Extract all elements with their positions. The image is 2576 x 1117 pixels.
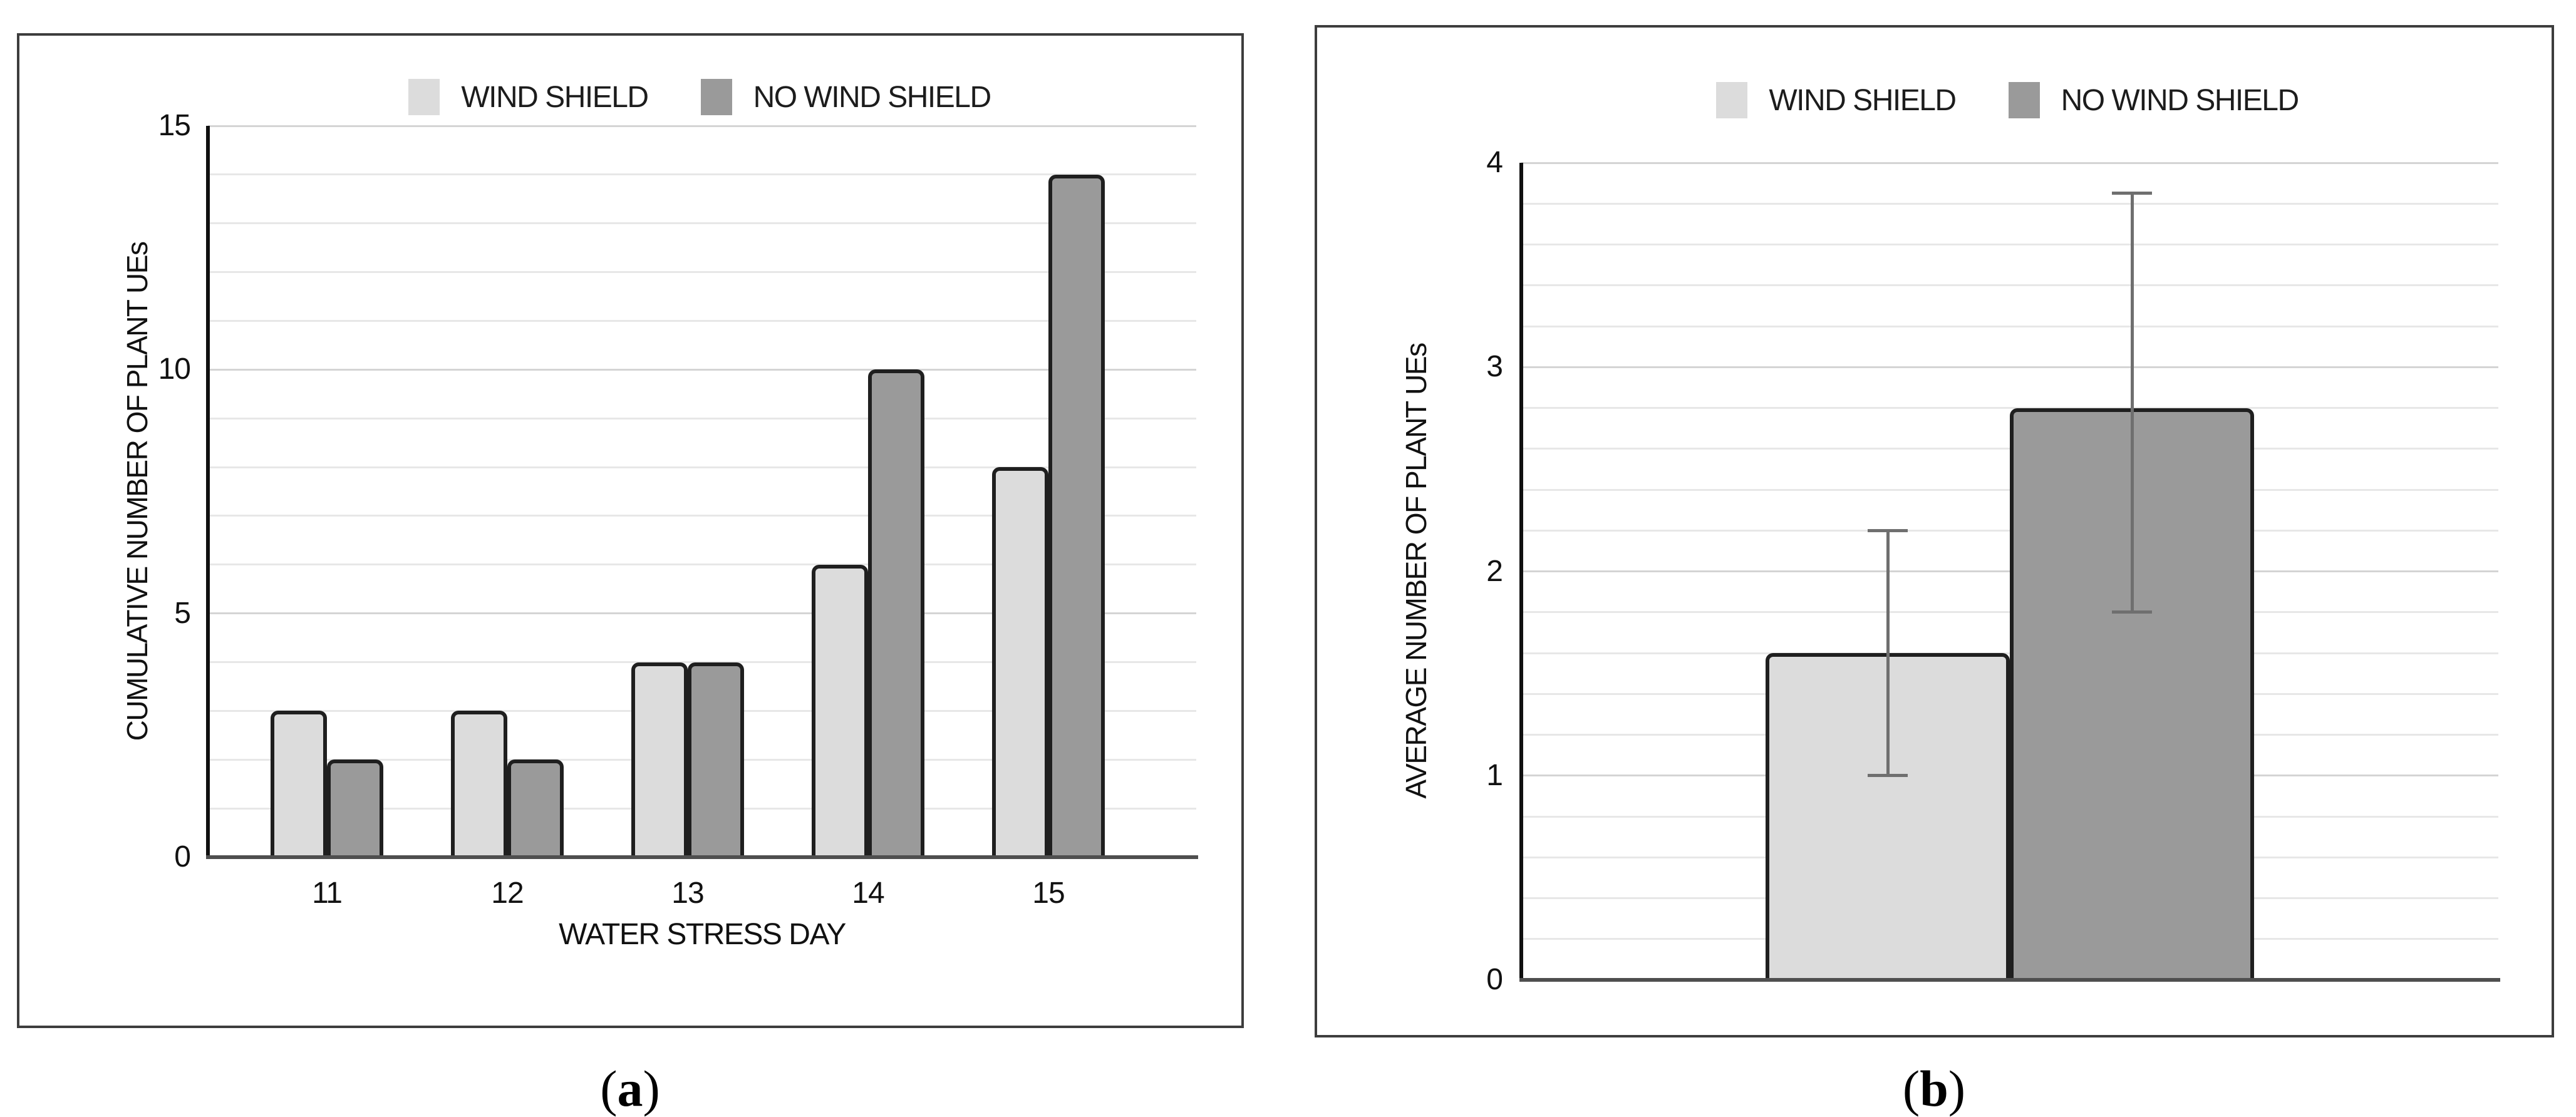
major-gridline — [208, 612, 1196, 615]
caption-open-paren: ( — [1902, 1060, 1920, 1117]
major-gridline — [208, 368, 1196, 371]
major-gridline — [1521, 162, 2498, 164]
y-tick-label: 5 — [174, 596, 191, 630]
legend-swatch-no-wind-shield — [700, 79, 732, 115]
minor-gridline — [208, 319, 1196, 322]
minor-gridline — [208, 222, 1196, 225]
y-tick-label: 3 — [1486, 350, 1503, 384]
bar — [507, 759, 564, 857]
minor-gridline — [208, 661, 1196, 664]
bar — [1048, 174, 1105, 857]
legend: WIND SHIELD NO WIND SHIELD — [1519, 78, 2496, 123]
caption-close-paren: ) — [643, 1060, 660, 1117]
caption-open-paren: ( — [600, 1060, 618, 1117]
legend-swatch-wind-shield — [408, 79, 440, 115]
minor-gridline — [1521, 325, 2498, 327]
error-bar-cap — [1868, 774, 1908, 778]
caption-a: (a) — [505, 1059, 755, 1117]
error-bar-line — [1886, 530, 1890, 776]
legend-item-wind-shield: WIND SHIELD — [408, 79, 649, 115]
y-tick-label: 0 — [174, 840, 191, 873]
x-tick-label: 12 — [491, 877, 524, 910]
bar — [327, 759, 383, 857]
bar — [992, 467, 1048, 857]
legend-label-no-wind-shield: NO WIND SHIELD — [753, 80, 992, 114]
minor-gridline — [1521, 407, 2498, 409]
caption-close-paren: ) — [1948, 1060, 1966, 1117]
error-bar-line — [2130, 193, 2134, 612]
major-gridline — [208, 125, 1196, 127]
x-axis-line — [206, 855, 1198, 859]
caption-letter: a — [617, 1060, 643, 1117]
bar — [688, 662, 744, 857]
legend-label-wind-shield: WIND SHIELD — [461, 80, 649, 114]
y-axis-line — [206, 126, 210, 857]
minor-gridline — [208, 271, 1196, 274]
caption-letter: b — [1920, 1060, 1948, 1117]
bar — [451, 711, 507, 857]
panel-a: WIND SHIELD NO WIND SHIELD CUMULATIVE NU… — [17, 33, 1244, 1028]
error-bar-cap — [2112, 192, 2152, 195]
y-axis-title: CUMULATIVE NUMBER OF PLANT UEs — [121, 242, 153, 741]
legend-swatch-no-wind-shield — [2008, 82, 2040, 118]
panel-b: WIND SHIELD NO WIND SHIELD AVERAGE NUMBE… — [1315, 25, 2554, 1037]
x-axis-line — [1519, 978, 2500, 982]
bar — [631, 662, 688, 857]
minor-gridline — [208, 466, 1196, 468]
minor-gridline — [1521, 244, 2498, 245]
minor-gridline — [208, 417, 1196, 420]
legend-item-no-wind-shield: NO WIND SHIELD — [700, 79, 992, 115]
legend-label-no-wind-shield: NO WIND SHIELD — [2061, 83, 2300, 117]
legend-swatch-wind-shield — [1716, 82, 1748, 118]
y-tick-label: 15 — [158, 109, 191, 142]
y-axis-line — [1519, 163, 1523, 980]
y-tick-label: 10 — [158, 353, 191, 386]
bar — [868, 369, 924, 857]
y-tick-label: 0 — [1486, 963, 1503, 996]
legend-item-no-wind-shield: NO WIND SHIELD — [2008, 82, 2300, 118]
x-tick-label: 15 — [1032, 877, 1065, 910]
y-tick-label: 4 — [1486, 146, 1503, 179]
x-tick-label: 14 — [852, 877, 884, 910]
x-axis-title: WATER STRESS DAY — [559, 918, 846, 951]
x-tick-label: 11 — [312, 877, 343, 910]
error-bar-cap — [2112, 610, 2152, 614]
y-tick-label: 2 — [1486, 554, 1503, 588]
legend-label-wind-shield: WIND SHIELD — [1769, 83, 1957, 117]
legend-item-wind-shield: WIND SHIELD — [1716, 82, 1957, 118]
minor-gridline — [208, 515, 1196, 517]
x-tick-label: 13 — [671, 877, 704, 910]
y-tick-label: 1 — [1486, 758, 1503, 792]
legend: WIND SHIELD NO WIND SHIELD — [205, 75, 1194, 120]
minor-gridline — [1521, 202, 2498, 205]
plot-area: 0 1 2 3 4 — [1486, 146, 2500, 996]
minor-gridline — [1521, 284, 2498, 287]
bar — [812, 564, 868, 857]
plot-area: 0 5 10 15 11 12 13 14 15 — [158, 109, 1198, 910]
minor-gridline — [208, 173, 1196, 176]
error-bar-cap — [1868, 528, 1908, 532]
major-gridline — [1521, 366, 2498, 368]
bar — [271, 711, 327, 857]
minor-gridline — [208, 564, 1196, 566]
caption-b: (b) — [1809, 1059, 2059, 1117]
